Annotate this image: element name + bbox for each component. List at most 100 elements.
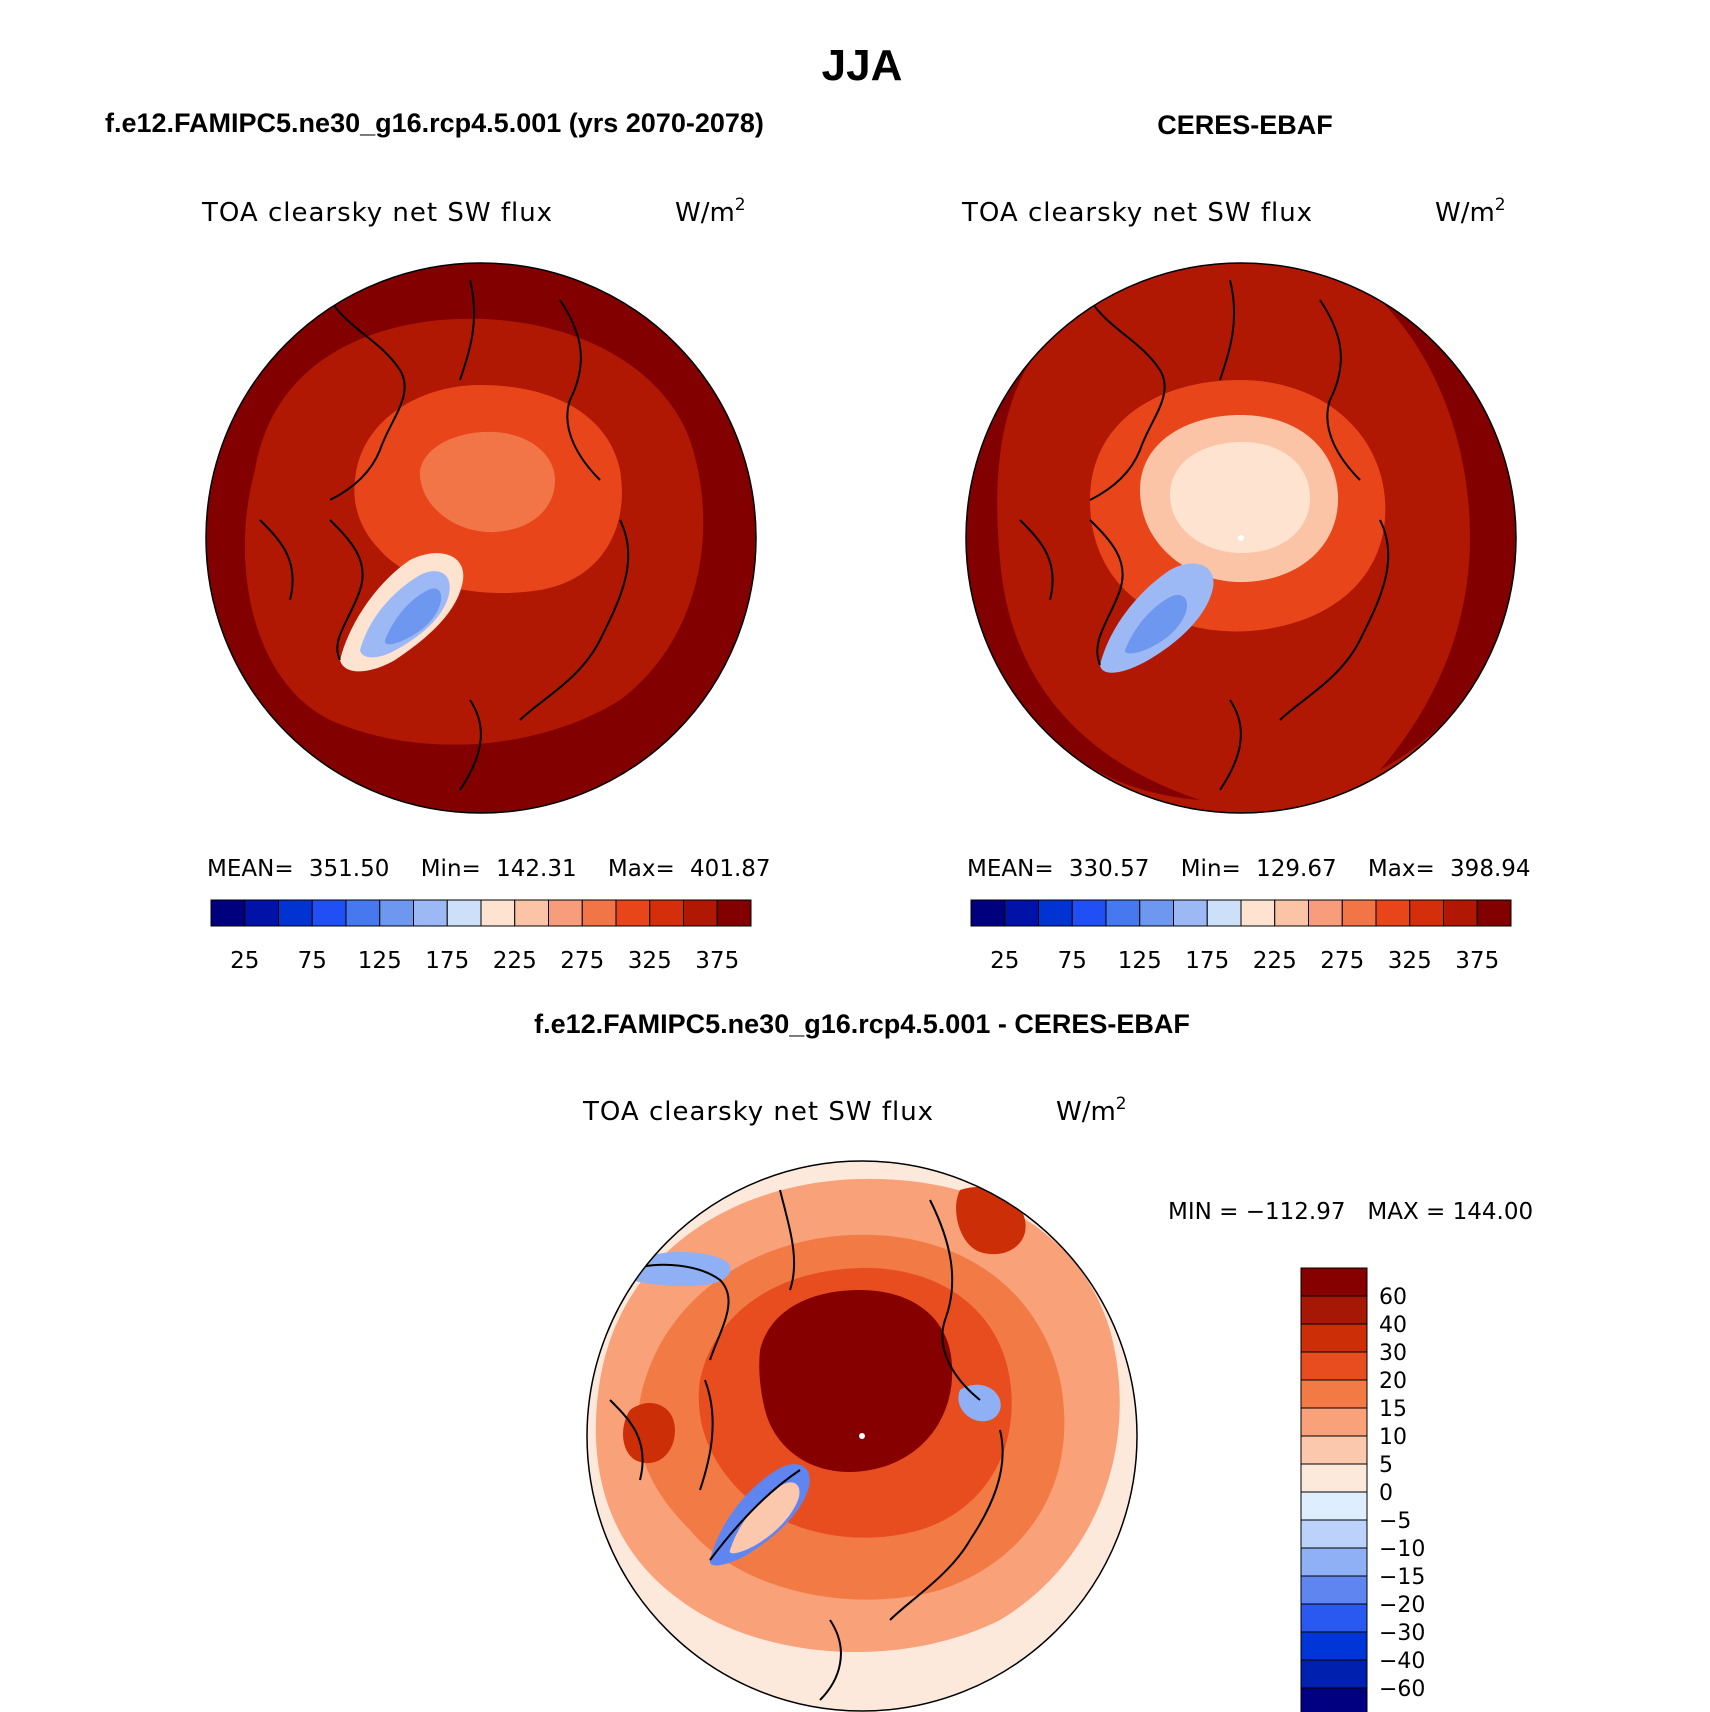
model-colorbar-box-3	[311, 899, 347, 927]
diff-units: W/m2	[1056, 1094, 1127, 1127]
diff-map-border	[586, 1160, 1138, 1712]
diff-colorbar-box-12	[1300, 1603, 1368, 1633]
model-units-exp: 2	[735, 195, 746, 215]
model-central-arctic	[419, 431, 555, 533]
diff-colorbar-box-11	[1300, 1575, 1368, 1605]
diff-colorbar-tick-4: 15	[1379, 1397, 1407, 1422]
obs-mean-label: MEAN=	[967, 856, 1054, 882]
obs-mean-value: 330.57	[1069, 856, 1149, 882]
obs-colorbar-tick-5: 275	[1320, 948, 1364, 974]
diff-colorbar-box-6	[1300, 1435, 1368, 1465]
obs-map-border	[965, 262, 1517, 814]
diff-colorbar-box-1	[1300, 1295, 1368, 1325]
diff-colorbar-tick-2: 30	[1379, 1341, 1407, 1366]
season-title: JJA	[822, 41, 903, 90]
obs-colorbar-box-12	[1375, 899, 1411, 927]
obs-min-value: 129.67	[1256, 856, 1336, 882]
diff-colorbar-tick-1: 40	[1379, 1313, 1407, 1338]
diff-colorbar	[1300, 1267, 1368, 1712]
diff-colorbar-tick-3: 20	[1379, 1369, 1407, 1394]
obs-colorbar-box-13	[1409, 899, 1444, 927]
obs-colorbar-box-10	[1308, 899, 1343, 927]
diff-central-arctic-max	[759, 1290, 953, 1472]
model-mean-value: 351.50	[309, 856, 389, 882]
diff-colorbar-box-2	[1300, 1323, 1368, 1353]
model-colorbar-box-1	[244, 899, 279, 927]
diff-coastlines	[609, 1189, 1004, 1701]
obs-colorbar-tick-3: 175	[1185, 948, 1229, 974]
diff-colorbar-tick-9: −10	[1379, 1537, 1425, 1562]
diff-colorbar-box-14	[1300, 1659, 1368, 1689]
diff-colorbar-box-4	[1300, 1379, 1368, 1409]
model-colorbar-tick-0: 25	[230, 948, 259, 974]
model-case-title: f.e12.FAMIPC5.ne30_g16.rcp4.5.001 (yrs 2…	[105, 108, 764, 138]
model-greenland-core	[384, 588, 442, 645]
diff-colorbar-tick-5: 10	[1379, 1425, 1407, 1450]
diff-variable-title: TOA clearsky net SW flux	[582, 1097, 934, 1127]
obs-colorbar-box-4	[1105, 899, 1141, 927]
model-colorbar-box-12	[615, 899, 651, 927]
obs-colorbar-box-8	[1240, 899, 1276, 927]
model-polar-map	[206, 263, 756, 813]
model-colorbar-tick-6: 325	[628, 948, 672, 974]
model-coastlines	[259, 279, 630, 791]
obs-colorbar-box-3	[1071, 899, 1107, 927]
model-colorbar-box-8	[480, 899, 516, 927]
diff-colorbar-tick-8: −5	[1379, 1509, 1411, 1534]
diff-colorbar-box-10	[1300, 1547, 1368, 1577]
diff-colorbar-box-0	[1300, 1267, 1368, 1297]
diff-greenland-interior	[729, 1482, 800, 1554]
model-stats: MEAN= 351.50 Min= 142.31 Max= 401.87	[207, 856, 771, 882]
model-units-base: W/m	[675, 198, 735, 228]
diff-units-base: W/m	[1056, 1097, 1116, 1127]
obs-colorbar-tick-0: 25	[990, 948, 1019, 974]
model-colorbar-box-6	[413, 899, 448, 927]
obs-min-label: Min=	[1181, 856, 1241, 882]
diff-colorbar-tick-0: 60	[1379, 1285, 1407, 1310]
obs-colorbar-box-6	[1173, 899, 1208, 927]
obs-colorbar-tick-7: 375	[1455, 948, 1499, 974]
model-colorbar-box-7	[446, 899, 482, 927]
model-max-label: Max=	[608, 856, 675, 882]
diff-colorbar-tick-14: −60	[1379, 1677, 1425, 1702]
obs-colorbar-box-7	[1206, 899, 1242, 927]
model-colorbar-tick-1: 75	[298, 948, 327, 974]
obs-colorbar-box-2	[1038, 899, 1073, 927]
obs-colorbar-box-0	[970, 899, 1006, 927]
model-colorbar-tick-2: 125	[358, 948, 402, 974]
model-colorbar	[210, 899, 752, 927]
obs-colorbar-box-15	[1476, 899, 1512, 927]
panel-diff: f.e12.FAMIPC5.ne30_g16.rcp4.5.001 - CERE…	[534, 1009, 1533, 1712]
obs-colorbar-box-11	[1341, 899, 1377, 927]
obs-colorbar-box-9	[1274, 899, 1309, 927]
diff-colorbar-box-9	[1300, 1519, 1368, 1549]
diff-colorbar-box-7	[1300, 1463, 1368, 1493]
model-colorbar-box-14	[683, 899, 718, 927]
model-colorbar-ticks: 25 75 125 175 225 275 325 375	[230, 948, 739, 974]
diff-eurasia-negative	[630, 1251, 1001, 1422]
obs-case-title: CERES-EBAF	[1157, 110, 1333, 140]
obs-colorbar-tick-1: 75	[1058, 948, 1087, 974]
model-colorbar-tick-3: 175	[425, 948, 469, 974]
model-colorbar-box-9	[514, 899, 549, 927]
diff-colorbar-tick-7: 0	[1379, 1481, 1393, 1506]
obs-central-arctic	[1170, 442, 1310, 554]
model-colorbar-tick-5: 275	[560, 948, 604, 974]
model-colorbar-tick-7: 375	[695, 948, 739, 974]
obs-colorbar-tick-2: 125	[1118, 948, 1162, 974]
model-colorbar-box-15	[716, 899, 752, 927]
model-map-border	[205, 262, 757, 814]
model-mean-label: MEAN=	[207, 856, 294, 882]
diff-east-positive	[623, 1186, 1026, 1464]
model-max-value: 401.87	[690, 856, 770, 882]
diff-colorbar-tick-12: −30	[1379, 1621, 1425, 1646]
model-variable-title: TOA clearsky net SW flux	[201, 198, 553, 228]
model-colorbar-box-10	[548, 899, 583, 927]
model-colorbar-box-2	[278, 899, 313, 927]
obs-max-label: Max=	[1368, 856, 1435, 882]
diff-units-exp: 2	[1116, 1094, 1127, 1114]
model-colorbar-box-5	[379, 899, 414, 927]
obs-colorbar-box-5	[1139, 899, 1174, 927]
obs-units-base: W/m	[1435, 198, 1495, 228]
